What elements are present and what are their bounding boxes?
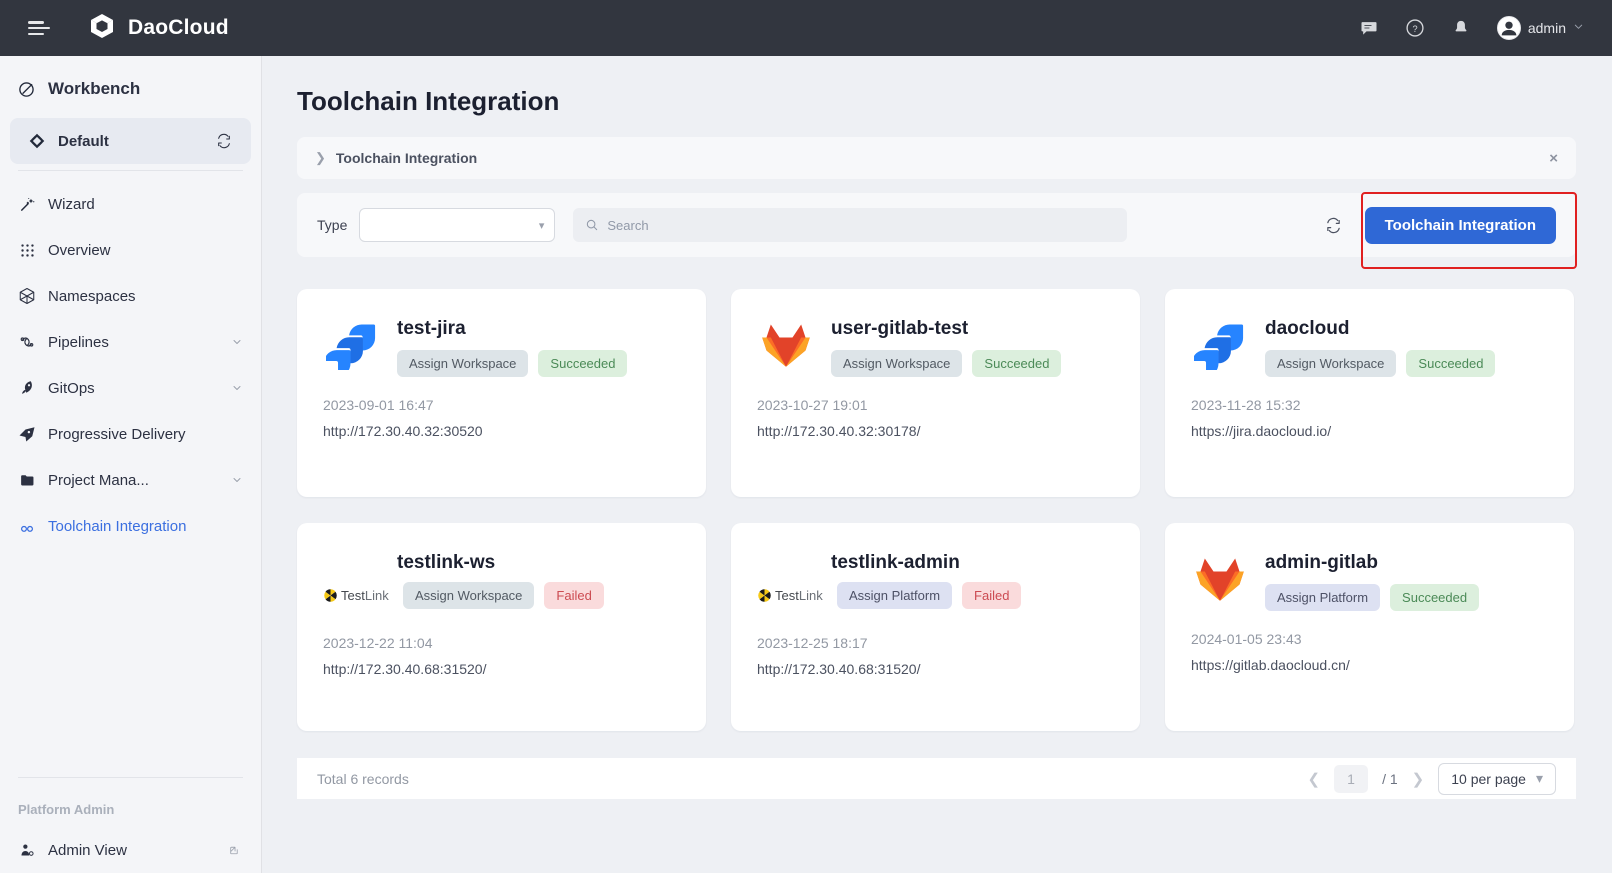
- svg-text:?: ?: [1412, 24, 1417, 34]
